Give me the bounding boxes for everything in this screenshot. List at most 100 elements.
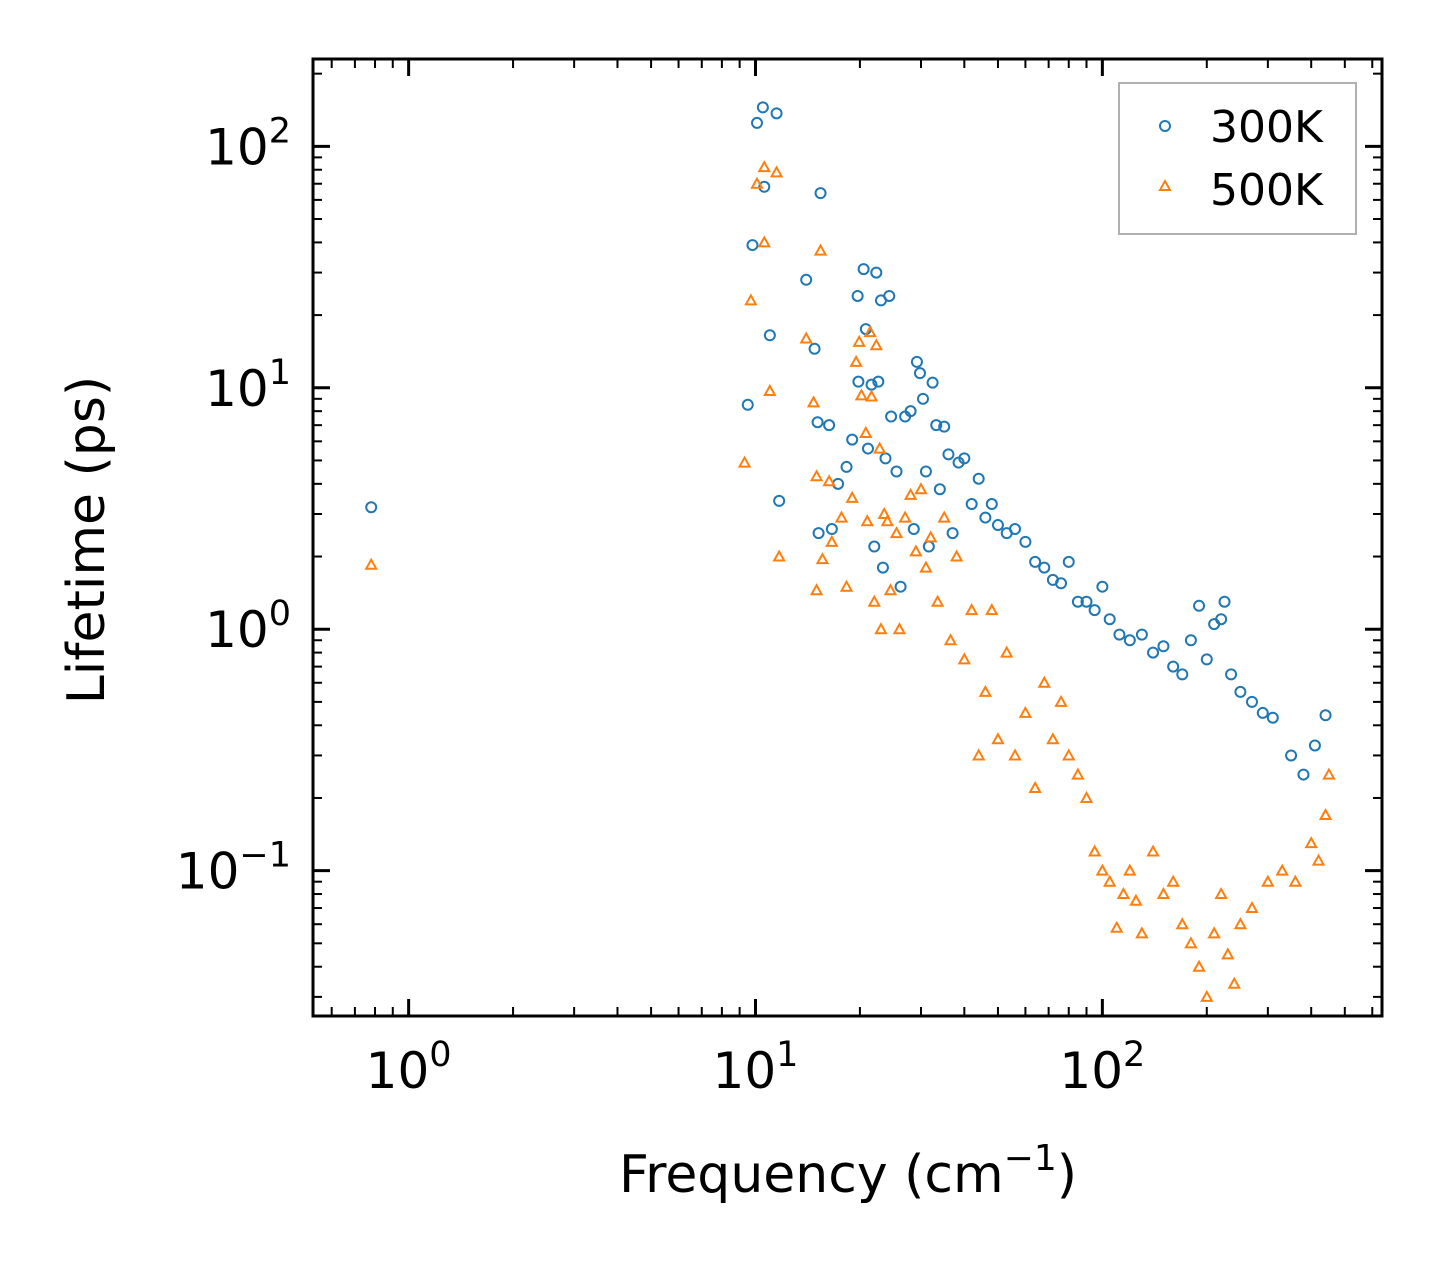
data-point-300k bbox=[1147, 646, 1160, 659]
data-point-500k bbox=[1103, 874, 1117, 887]
legend-box bbox=[1118, 82, 1357, 235]
data-point-500k bbox=[872, 441, 887, 454]
data-point-500k bbox=[859, 425, 873, 438]
data-point-300k bbox=[930, 419, 943, 432]
data-point-500k bbox=[1071, 767, 1085, 780]
data-point-300k bbox=[851, 289, 864, 302]
data-point-300k bbox=[811, 416, 824, 429]
data-point-500k bbox=[1079, 790, 1094, 803]
data-point-300k bbox=[808, 342, 821, 355]
data-point-300k bbox=[870, 266, 883, 279]
data-point-500k bbox=[964, 603, 979, 616]
data-point-500k bbox=[757, 235, 771, 248]
data-point-300k bbox=[857, 263, 870, 276]
data-point-300k bbox=[1256, 706, 1269, 719]
data-point-300k bbox=[872, 375, 885, 388]
data-point-300k bbox=[852, 375, 865, 388]
data-point-300k bbox=[1245, 695, 1258, 708]
data-point-500k bbox=[1062, 748, 1076, 761]
data-point-500k bbox=[1000, 645, 1014, 658]
data-point-300k bbox=[1297, 768, 1310, 781]
data-point-300k bbox=[770, 107, 783, 120]
x-tick-label: 100 bbox=[366, 1035, 452, 1100]
data-point-500k bbox=[845, 490, 859, 503]
data-point-500k bbox=[1018, 705, 1033, 718]
series-500k-points bbox=[364, 160, 1336, 1002]
data-point-500k bbox=[1116, 886, 1131, 900]
data-point-500k bbox=[852, 334, 866, 347]
data-point-300k bbox=[1080, 595, 1093, 608]
y-tick-label: 102 bbox=[205, 111, 291, 176]
x-tick-label: 101 bbox=[713, 1035, 799, 1100]
data-point-300k bbox=[942, 448, 955, 461]
data-point-300k bbox=[812, 527, 825, 540]
data-point-500k bbox=[799, 331, 813, 344]
data-point-500k bbox=[1156, 886, 1171, 900]
y-tick-label: 101 bbox=[205, 353, 291, 418]
data-point-500k bbox=[957, 652, 972, 665]
y-tick-label: 10−1 bbox=[176, 836, 291, 901]
data-point-300k bbox=[825, 523, 838, 536]
data-point-500k bbox=[860, 514, 874, 527]
data-point-300k bbox=[916, 392, 929, 405]
data-point-500k bbox=[813, 243, 828, 256]
data-point-500k bbox=[1275, 863, 1289, 876]
data-point-300k bbox=[1218, 595, 1231, 608]
data-point-300k bbox=[365, 501, 378, 514]
data-point-300k bbox=[965, 498, 978, 511]
data-point-500k bbox=[806, 395, 821, 408]
data-point-500k bbox=[1095, 863, 1110, 876]
data-point-500k bbox=[943, 633, 958, 646]
data-point-500k bbox=[809, 583, 824, 596]
data-point-300k bbox=[913, 367, 926, 380]
data-point-500k bbox=[937, 510, 951, 523]
data-point-500k bbox=[1129, 893, 1143, 906]
data-point-300k bbox=[907, 523, 920, 536]
y-tick-labels: 10−1 100 101 102 bbox=[176, 111, 291, 900]
data-point-500k bbox=[1166, 874, 1180, 887]
data-point-300k bbox=[1215, 613, 1228, 626]
data-point-500k bbox=[1123, 863, 1137, 876]
data-point-300k bbox=[846, 433, 859, 446]
data-point-300k bbox=[883, 289, 896, 302]
data-point-500k bbox=[1054, 694, 1068, 707]
data-point-500k bbox=[971, 748, 986, 761]
data-point-300k bbox=[800, 273, 813, 286]
legend-300k-marker bbox=[1159, 120, 1171, 132]
data-point-500k bbox=[1322, 767, 1336, 780]
data-point-500k bbox=[364, 557, 378, 570]
data-point-300k bbox=[1029, 555, 1042, 568]
data-point-500k bbox=[769, 165, 784, 178]
x-tick-label: 102 bbox=[1059, 1035, 1145, 1100]
data-point-300k bbox=[1062, 555, 1075, 568]
data-point-300k bbox=[1176, 668, 1189, 681]
data-point-500k bbox=[867, 594, 881, 607]
data-point-500k bbox=[1227, 976, 1241, 989]
y-axis-label: Lifetime (ps) bbox=[57, 376, 117, 704]
data-point-500k bbox=[914, 482, 928, 495]
data-point-300k bbox=[868, 540, 881, 553]
data-point-500k bbox=[883, 583, 898, 596]
data-point-500k bbox=[1221, 947, 1235, 960]
data-point-500k bbox=[949, 549, 964, 562]
data-point-300k bbox=[1103, 613, 1116, 626]
data-point-500k bbox=[1214, 886, 1228, 900]
data-point-300k bbox=[904, 405, 917, 418]
data-point-500k bbox=[854, 388, 869, 401]
data-point-500k bbox=[763, 383, 777, 396]
data-point-300k bbox=[1096, 580, 1109, 593]
data-point-300k bbox=[985, 498, 998, 511]
data-point-300k bbox=[1225, 668, 1238, 681]
data-point-500k bbox=[1110, 920, 1124, 933]
data-point-300k bbox=[991, 519, 1004, 532]
data-point-500k bbox=[1200, 989, 1214, 1002]
data-point-500k bbox=[815, 552, 830, 565]
data-point-500k bbox=[809, 469, 824, 482]
data-point-300k bbox=[1019, 535, 1032, 548]
data-point-300k bbox=[1285, 749, 1298, 762]
x-axis-label: Frequency (cm−1) bbox=[619, 1138, 1077, 1205]
data-point-500k bbox=[1245, 900, 1259, 914]
data-point-300k bbox=[919, 465, 932, 478]
data-point-500k bbox=[1146, 844, 1160, 857]
data-point-300k bbox=[1319, 709, 1332, 722]
